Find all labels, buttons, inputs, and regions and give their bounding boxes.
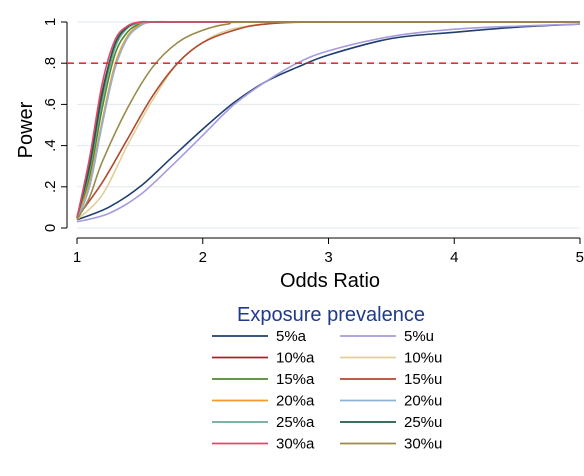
legend-label: 30%u xyxy=(404,436,442,453)
legend-label: 10%u xyxy=(404,350,442,367)
x-tick-label: 2 xyxy=(199,249,207,266)
x-tick-label: 4 xyxy=(450,249,458,266)
x-tick-label: 3 xyxy=(324,249,332,266)
legend-label: 20%u xyxy=(404,393,442,410)
legend-label: 20%a xyxy=(276,393,315,410)
y-tick-label: .4 xyxy=(42,139,59,152)
y-tick-label: 1 xyxy=(42,18,59,26)
series-line-5pct-u xyxy=(76,23,581,223)
x-tick-label: 1 xyxy=(73,249,81,266)
series-line-30pct-u xyxy=(76,21,581,221)
y-tick-label: .6 xyxy=(42,98,59,111)
legend-label: 30%a xyxy=(276,436,315,453)
series-line-5pct-a xyxy=(76,23,581,221)
legend-label: 25%u xyxy=(404,414,442,431)
x-axis-label: Odds Ratio xyxy=(280,270,380,292)
y-axis-label: Power xyxy=(15,101,37,158)
legend-title: Exposure prevalence xyxy=(237,304,425,326)
legend-label: 5%a xyxy=(276,328,307,345)
legend-label: 15%a xyxy=(276,371,315,388)
y-tick-label: 0 xyxy=(42,224,59,232)
y-tick-label: .2 xyxy=(42,181,59,194)
legend-label: 10%a xyxy=(276,350,315,367)
y-tick-label: .8 xyxy=(42,57,59,70)
legend-label: 5%u xyxy=(404,328,434,345)
x-tick-label: 5 xyxy=(576,249,584,266)
legend-label: 25%a xyxy=(276,414,315,431)
legend-label: 15%u xyxy=(404,371,442,388)
